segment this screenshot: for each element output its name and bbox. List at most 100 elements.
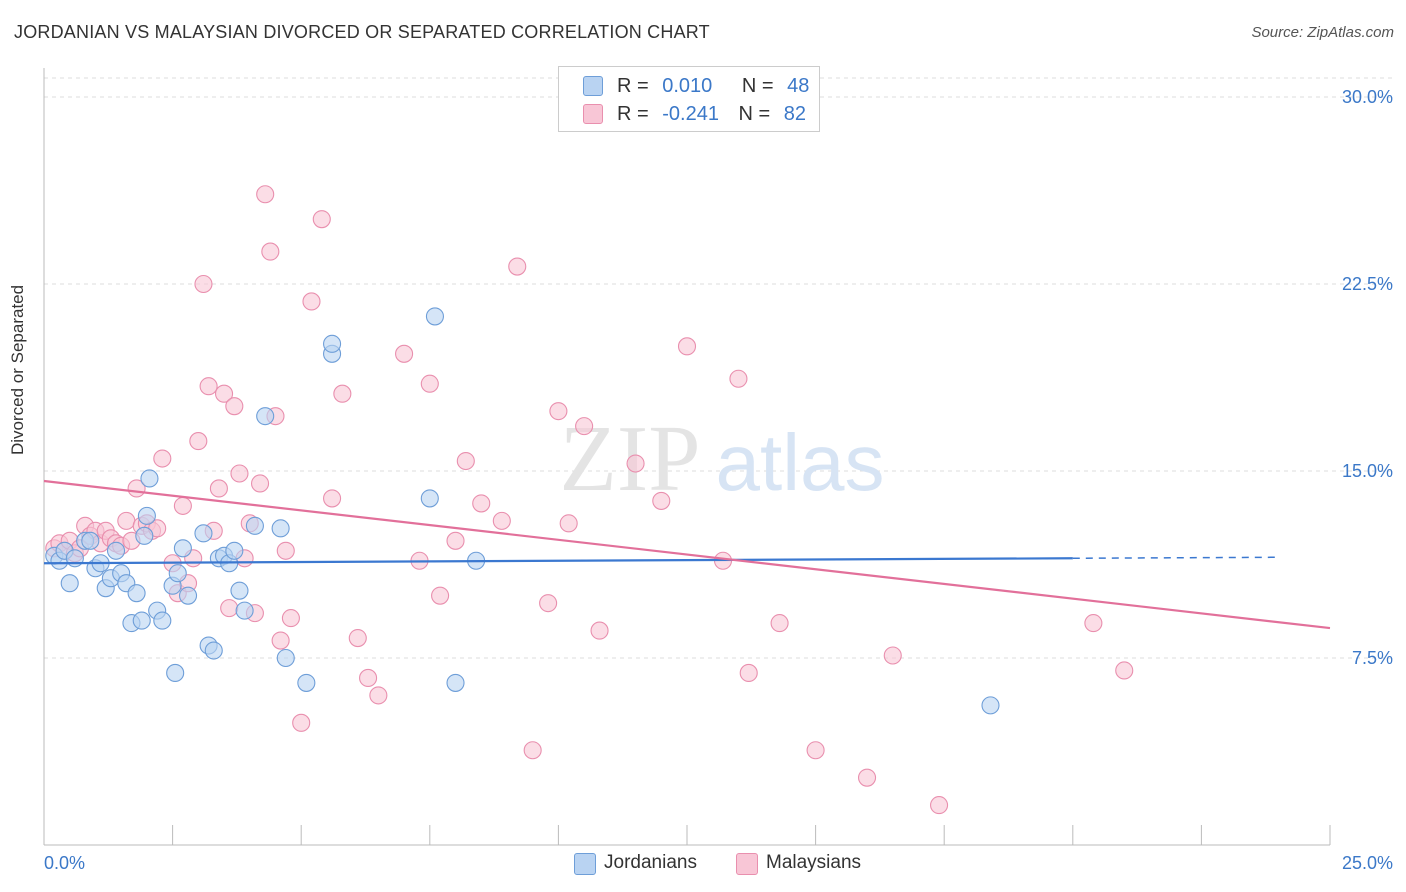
malaysian-point [739,663,758,683]
y-tick-label: 30.0% [1342,87,1393,107]
malaysian-point [883,646,902,665]
malaysian-point [806,741,825,760]
malaysian-point [225,397,244,416]
jordanian-point [225,541,244,560]
jordanians-trend-line [43,557,1073,565]
jordanian-point [297,673,316,692]
malaysian-point [348,629,367,648]
r-label: R = [617,103,649,125]
malaysian-point [173,496,192,515]
jordanian-point [153,611,172,630]
malaysian-point [857,768,877,787]
n-value: 48 [787,75,810,97]
jordanian-point [981,696,1000,715]
malaysian-point [930,796,949,815]
malaysian-point [261,242,280,261]
malaysian-point [508,257,527,276]
stats-legend: R = 0.010 N = 48 R = -0.241 N = 82 [558,66,820,132]
malaysian-point [276,541,295,560]
malaysian-point [359,668,378,687]
jordanian-point [230,581,249,600]
malaysian-point [302,292,321,311]
malaysian-point [220,599,239,618]
malaysian-point [677,337,697,356]
malaysian-point [652,491,671,510]
malaysian-point [209,479,228,498]
watermark-atlas: atlas [716,418,885,507]
jordanian-point [204,641,223,660]
jordanian-point [173,539,192,558]
malaysians-trend-line [43,479,1331,630]
malaysian-point [230,464,249,483]
jordanian-point [194,524,213,543]
jordanian-point [106,541,126,560]
jordanian-point [323,334,342,353]
malaysian-point [117,511,136,530]
malaysian-point [456,451,475,471]
malaysian-point [539,594,558,613]
malaysian-point [590,621,609,640]
malaysian-point [194,274,213,294]
malaysian-point [281,609,300,628]
r-label: R = [617,75,649,97]
legend-label-malaysians: Malaysians [766,852,862,873]
r-value: 0.010 [662,75,713,97]
y-tick-label: 15.0% [1342,461,1393,481]
y-tick-label: 22.5% [1342,274,1393,294]
x-tick-label: 0.0% [44,853,85,873]
jordanian-point [60,574,79,593]
malaysian-point [369,686,388,705]
jordanian-point [446,673,465,692]
tick-labels: 7.5% 15.0% 22.5% 30.0% 0.0% 25.0% [44,87,1393,873]
malaysian-point [1084,614,1103,633]
malaysian-point [153,449,172,468]
data-points [45,185,1134,815]
watermark: ZIP atlas [560,407,885,511]
malaysian-point [312,210,331,229]
malaysian-point [333,384,352,403]
malaysian-point [1115,661,1134,680]
jordanian-point [140,469,159,488]
malaysians-swatch [583,104,603,124]
n-label: N = [738,103,771,125]
jordanians-trend-extension [1072,556,1279,560]
jordanians-swatch [583,76,603,96]
chart-title: JORDANIAN VS MALAYSIAN DIVORCED OR SEPAR… [14,22,710,42]
jordanian-point [81,531,100,550]
jordanian-point [425,307,444,326]
jordanian-point [132,611,151,630]
jordanian-point [127,584,146,603]
source-label: Source: ZipAtlas.com [1251,24,1394,41]
axes [43,68,1331,846]
jordanian-point [235,601,254,620]
malaysian-point [492,511,511,530]
jordanian-point [166,663,185,683]
malaysian-point [271,631,290,650]
jordanian-point [256,407,275,426]
malaysian-point [559,514,578,533]
malaysian-point [189,432,208,451]
malaysian-point [472,494,491,513]
jordanians-swatch [574,853,596,875]
n-label: N = [741,75,774,97]
malaysian-point [214,384,234,403]
malaysian-point [323,489,342,508]
malaysian-point [770,614,789,633]
malaysian-point [523,741,542,760]
malaysian-point [292,713,311,732]
malaysian-point [256,185,275,204]
trend-lines [43,479,1331,630]
malaysian-point [395,344,414,363]
x-tick-label: 25.0% [1342,853,1393,873]
r-value: -0.241 [662,103,719,125]
malaysian-point [575,417,594,436]
jordanian-point [420,489,439,508]
jordanian-point [178,586,198,605]
y-tick-label: 7.5% [1352,648,1393,668]
malaysian-point [250,474,270,493]
n-value: 82 [783,103,807,125]
malaysian-point [549,402,568,421]
malaysian-point [199,377,218,396]
grid-lines [44,77,1392,659]
